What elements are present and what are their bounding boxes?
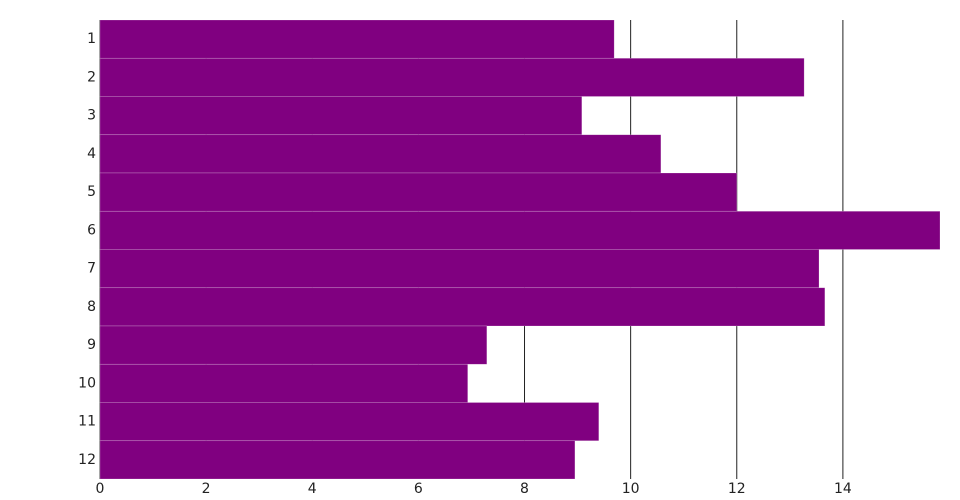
y-tick-label: 9 — [87, 337, 96, 353]
bar — [99, 57, 805, 97]
x-tick-label: 12 — [728, 481, 746, 497]
bar — [99, 440, 576, 480]
x-tick-label: 8 — [520, 481, 529, 497]
bar — [99, 402, 600, 442]
y-tick-label: 1 — [87, 31, 96, 47]
bar — [99, 287, 826, 327]
bar — [99, 325, 488, 365]
x-tick-label: 6 — [414, 481, 423, 497]
x-tick-label: 2 — [202, 481, 211, 497]
y-tick-label: 4 — [87, 146, 96, 162]
x-tick-label: 10 — [622, 481, 640, 497]
bar — [99, 210, 941, 250]
y-tick-label: 3 — [87, 108, 96, 124]
y-tick-label: 12 — [78, 452, 96, 468]
bar — [99, 96, 583, 136]
bar — [99, 363, 469, 403]
y-tick-label: 5 — [87, 184, 96, 200]
bar — [99, 172, 738, 212]
y-tick-label: 2 — [87, 69, 96, 85]
x-tick-label: 14 — [834, 481, 852, 497]
y-tick-label: 11 — [78, 414, 96, 430]
bar — [99, 19, 615, 59]
x-tick-label: 4 — [308, 481, 317, 497]
bar — [99, 249, 820, 289]
y-tick-label: 7 — [87, 261, 96, 277]
y-tick-label: 8 — [87, 299, 96, 315]
y-tick-label: 6 — [87, 222, 96, 238]
bar — [99, 134, 662, 174]
x-tick-label: 0 — [96, 481, 105, 497]
y-tick-label: 10 — [78, 375, 96, 391]
